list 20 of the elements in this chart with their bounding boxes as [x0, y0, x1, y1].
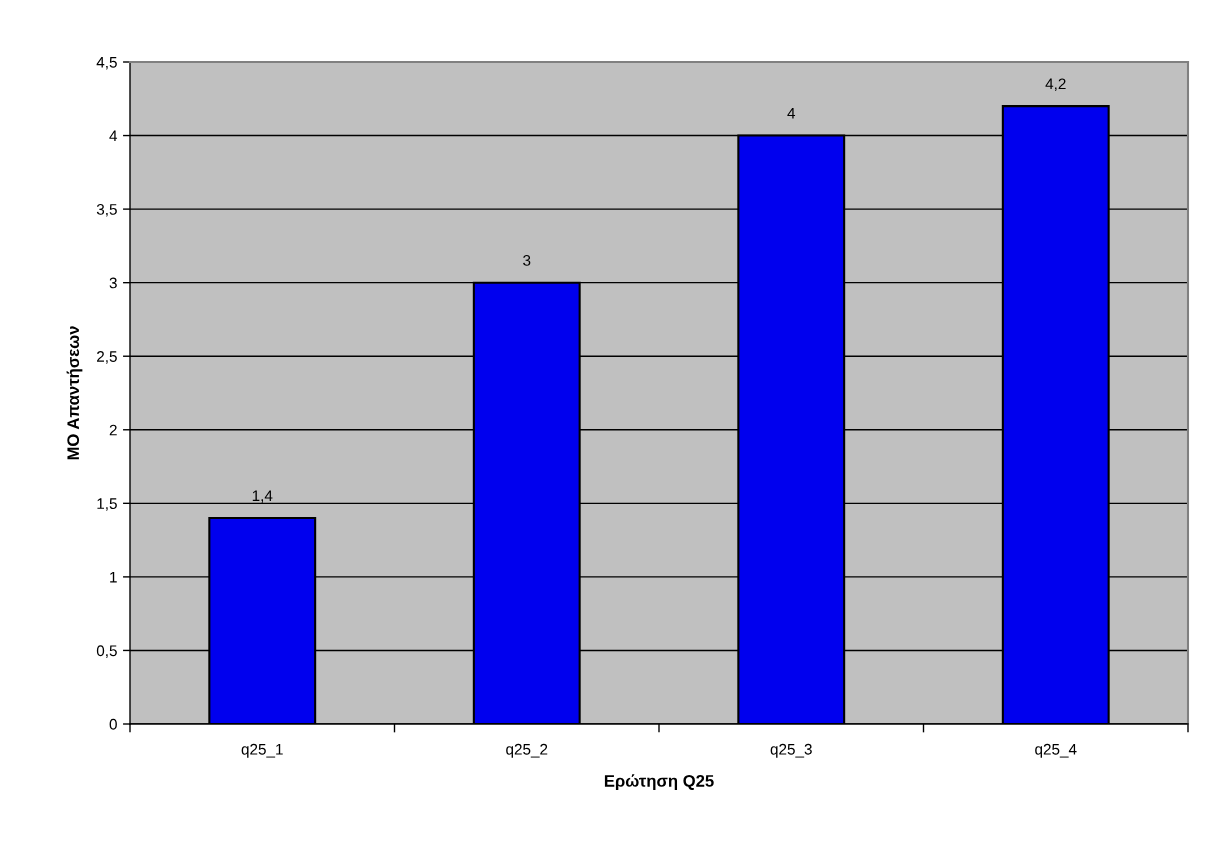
x-axis-title: Ερώτηση Q25: [604, 774, 714, 791]
y-axis-title: ΜΟ Απαντήσεων: [66, 326, 83, 460]
y-tick-label: 0: [109, 718, 117, 730]
y-tick-label: 4: [109, 130, 118, 142]
y-tick-label: 3,5: [96, 203, 117, 217]
data-label: 4: [787, 107, 796, 119]
x-tick-label: q25_2: [506, 743, 548, 758]
y-tick-label: 2,5: [97, 351, 117, 364]
y-tick-label: 0,5: [96, 645, 117, 658]
x-tick-label: q25_4: [1035, 743, 1077, 758]
data-label: 1,4: [252, 490, 273, 503]
y-tick-label: 1,5: [97, 498, 117, 511]
x-tick-label: q25_3: [770, 743, 812, 758]
x-tick-label: q25_1: [241, 743, 283, 758]
y-tick-label: 2: [109, 424, 117, 436]
data-label: 3: [523, 254, 531, 266]
data-label: 4,2: [1045, 78, 1066, 92]
y-tick-label: 1: [110, 571, 117, 583]
y-tick-label: 3: [109, 277, 117, 289]
y-tick-label: 4,5: [96, 57, 117, 70]
